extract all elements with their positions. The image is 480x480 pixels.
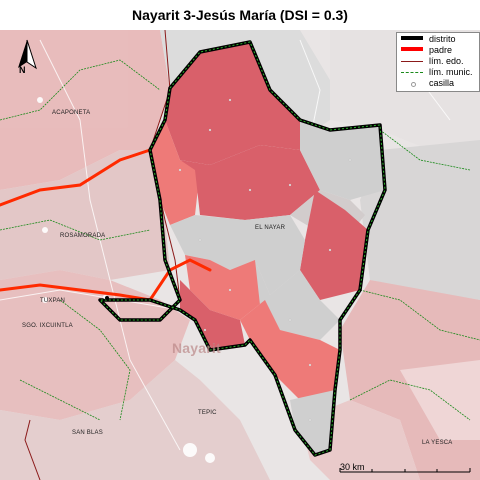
legend: distrito padre lím. edo. lím. munic. cas… [396, 32, 480, 92]
unit-south-gray [255, 260, 340, 340]
casilla-points [178, 98, 352, 422]
place-label-acaponeta: ACAPONETA [52, 110, 91, 116]
town-clusters [37, 97, 215, 463]
map-title: Nayarit 3-Jesús María (DSI = 0.3) [132, 7, 348, 23]
place-label-el-nayar: EL NAYAR [255, 225, 286, 231]
district-units [150, 42, 385, 455]
place-label-tuxpan: TUXPAN [40, 298, 66, 304]
unit-center-dark [180, 145, 320, 220]
place-label-santiago-ixcuintla: SGO. IXCUINTLA [22, 323, 73, 329]
scale-bar [339, 468, 471, 473]
scale-bar-label: 30 km [340, 462, 365, 472]
unit-center-gray [170, 215, 260, 270]
map-canvas[interactable] [0, 30, 480, 480]
place-label-san-blas: SAN BLAS [72, 430, 103, 436]
place-label-tepic: TEPIC [198, 410, 217, 416]
place-label-nayarit: Nayarit [172, 340, 221, 356]
municipal-lines [0, 59, 480, 421]
place-label-la-yesca: LA YESCA [422, 440, 453, 446]
unit-south-light [240, 300, 340, 400]
unit-east-dark [300, 190, 368, 300]
unit-mid-gray [245, 215, 305, 295]
unit-south-gray-2 [290, 390, 335, 455]
district-outline [98, 40, 387, 457]
unit-center-light [185, 255, 265, 320]
padre-line [0, 148, 212, 302]
tuxpan-marker [105, 296, 109, 300]
place-label-rosamorada: ROSAMORADA [60, 233, 106, 239]
unit-southwest-dark [180, 280, 245, 350]
north-label: N [19, 65, 26, 75]
unit-north-dark [165, 42, 300, 165]
unit-west-light [150, 120, 200, 225]
unit-northeast-gray [300, 120, 385, 200]
north-arrow-icon [18, 39, 37, 70]
